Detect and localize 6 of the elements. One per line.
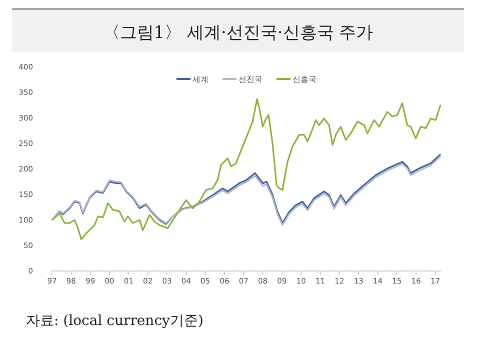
- legend-label: 선진국: [238, 75, 262, 84]
- text: 자료: (local currency기준): [26, 313, 204, 329]
- legend-label: 신흥국: [292, 75, 316, 84]
- chart-title: 〈그림1〉 세계·선진국·신흥국 주가: [102, 23, 374, 43]
- legend-label: 세계: [192, 75, 208, 84]
- line-series: [51, 98, 442, 240]
